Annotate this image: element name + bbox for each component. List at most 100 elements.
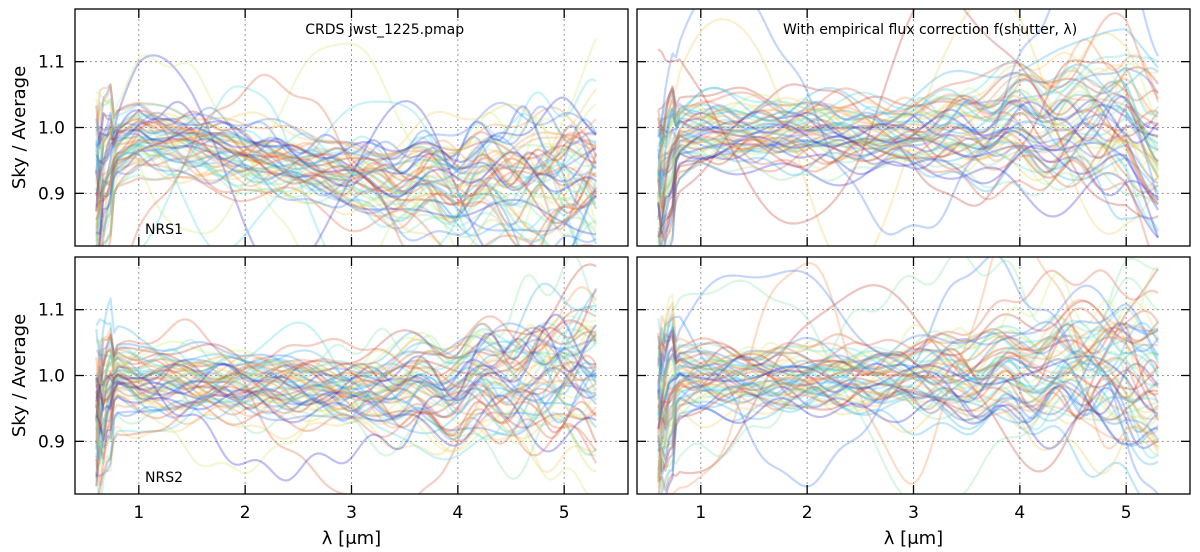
- spectrum-line: [95, 105, 598, 186]
- spectrum-line: [95, 341, 597, 435]
- ticks: 0.9 1.0 1.1: [38, 9, 628, 246]
- spectrum-line: [657, 277, 1159, 388]
- x-tick-label: 4: [1014, 503, 1025, 523]
- x-tick-label: 1: [695, 503, 706, 523]
- spectrum-line: [668, 129, 1160, 246]
- spectrum-line: [95, 364, 598, 450]
- plot-frame: [636, 8, 1191, 247]
- spectrum-line: [95, 85, 597, 188]
- spectrum-line: [95, 149, 597, 220]
- spectrum-line: [95, 351, 598, 461]
- spectrum-line: [657, 367, 1159, 452]
- spectrum-line: [95, 113, 598, 195]
- spectrum-line: [95, 143, 597, 246]
- spectrum-line: [657, 331, 1159, 394]
- spectrum-line: [95, 175, 596, 246]
- spectrum-line: [664, 154, 1159, 246]
- spectrum-line: [657, 95, 1159, 142]
- spectrum-line: [658, 141, 1151, 246]
- spectrum-line: [95, 330, 597, 450]
- spectrum-line: [657, 122, 1159, 230]
- spectrum-line: [95, 321, 597, 405]
- spectrum-line: [658, 129, 1160, 246]
- spectrum-line: [657, 382, 1160, 489]
- spectrum-line: [657, 266, 1159, 376]
- spectrum-line: [657, 349, 1160, 432]
- spectrum-line: [95, 289, 597, 388]
- spectrum-line: [657, 9, 1160, 236]
- y-tick-label: 0.9: [38, 184, 65, 204]
- spectrum-line: [657, 77, 1159, 209]
- spectrum-line: [657, 367, 1159, 460]
- spectrum-line: [657, 105, 1159, 239]
- spectrum-line: [95, 333, 597, 394]
- spectrum-line: [95, 357, 598, 434]
- spectrum-line: [95, 360, 597, 416]
- spectrum-line: [95, 125, 597, 236]
- spectrum-line: [657, 98, 1160, 231]
- spectrum-line: [95, 388, 597, 445]
- spectrum-line: [95, 117, 597, 213]
- spectrum-line: [657, 329, 1159, 435]
- panel-top-left: 0.9 1.0 1.1 CRDS jwst_1225.pmap NRS1 Sky /…: [9, 8, 629, 247]
- x-tick-label: 5: [559, 503, 570, 523]
- y-tick-label: 1.1: [38, 53, 65, 73]
- spectrum-line: [657, 268, 1159, 492]
- spectrum-line: [95, 394, 598, 487]
- y-tick-label: 1.0: [38, 367, 65, 387]
- spectrum-line: [657, 307, 1160, 368]
- spectrum-line: [95, 120, 597, 196]
- spectrum-line: [95, 313, 597, 404]
- spectrum-line: [657, 350, 1159, 424]
- spectrum-line: [95, 78, 597, 180]
- spectrum-line: [96, 115, 597, 208]
- spectrum-line: [95, 96, 597, 174]
- spectrum-line: [657, 326, 1160, 415]
- spectrum-line: [95, 318, 598, 494]
- spectrum-line: [95, 144, 598, 219]
- spectrum-line: [657, 368, 1160, 434]
- spectrum-line: [95, 100, 597, 175]
- spectrum-line: [95, 327, 597, 432]
- spectrum-line: [663, 59, 1160, 246]
- spectrum-line: [95, 160, 597, 246]
- spectrum-line: [657, 87, 1159, 159]
- spectrum-line: [95, 354, 597, 431]
- spectrum-line: [95, 323, 598, 394]
- spectrum-line: [657, 79, 1160, 197]
- spectrum-line: [95, 106, 598, 184]
- spectrum-line: [657, 298, 1159, 369]
- spectrum-line: [657, 336, 1159, 412]
- spectrum-line: [95, 127, 597, 211]
- spectrum-line: [95, 127, 597, 191]
- spectrum-line: [657, 127, 1159, 241]
- spectrum-line: [95, 117, 597, 205]
- spectrum-line: [95, 132, 597, 233]
- spectrum-line: [657, 32, 1159, 169]
- x-tick-label: 3: [908, 503, 919, 523]
- spectrum-line: [104, 160, 597, 246]
- x-axis-label: λ [μm]: [884, 528, 943, 549]
- spectrum-line: [98, 413, 597, 494]
- spectrum-line: [657, 319, 1159, 401]
- spectrum-line: [657, 67, 1159, 172]
- spectrum-line: [95, 343, 597, 419]
- spectrum-line: [657, 339, 1159, 409]
- spectrum-line: [95, 257, 598, 379]
- y-tick-label: 0.9: [38, 432, 65, 452]
- spectrum-line: [95, 361, 597, 423]
- detector-label: NRS2: [145, 470, 183, 486]
- spectrum-line: [657, 138, 1160, 246]
- spectrum-line: [95, 158, 597, 243]
- spectrum-line: [95, 352, 597, 400]
- spectrum-line: [657, 133, 1159, 193]
- spectrum-line: [95, 337, 597, 425]
- spectrum-line: [657, 133, 1159, 244]
- spectrum-line: [95, 139, 597, 193]
- spectrum-line: [95, 383, 597, 487]
- spectrum-line: [95, 111, 597, 182]
- spectrum-line: [95, 105, 597, 175]
- spectrum-line: [657, 257, 1159, 468]
- spectrum-line: [657, 378, 1159, 483]
- spectrum-line: [657, 125, 1159, 246]
